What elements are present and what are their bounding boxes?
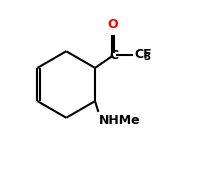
Text: CF: CF	[134, 48, 152, 61]
Text: C: C	[110, 49, 119, 62]
Text: 3: 3	[144, 52, 151, 62]
Text: NHMe: NHMe	[99, 114, 141, 127]
Text: O: O	[108, 18, 118, 31]
